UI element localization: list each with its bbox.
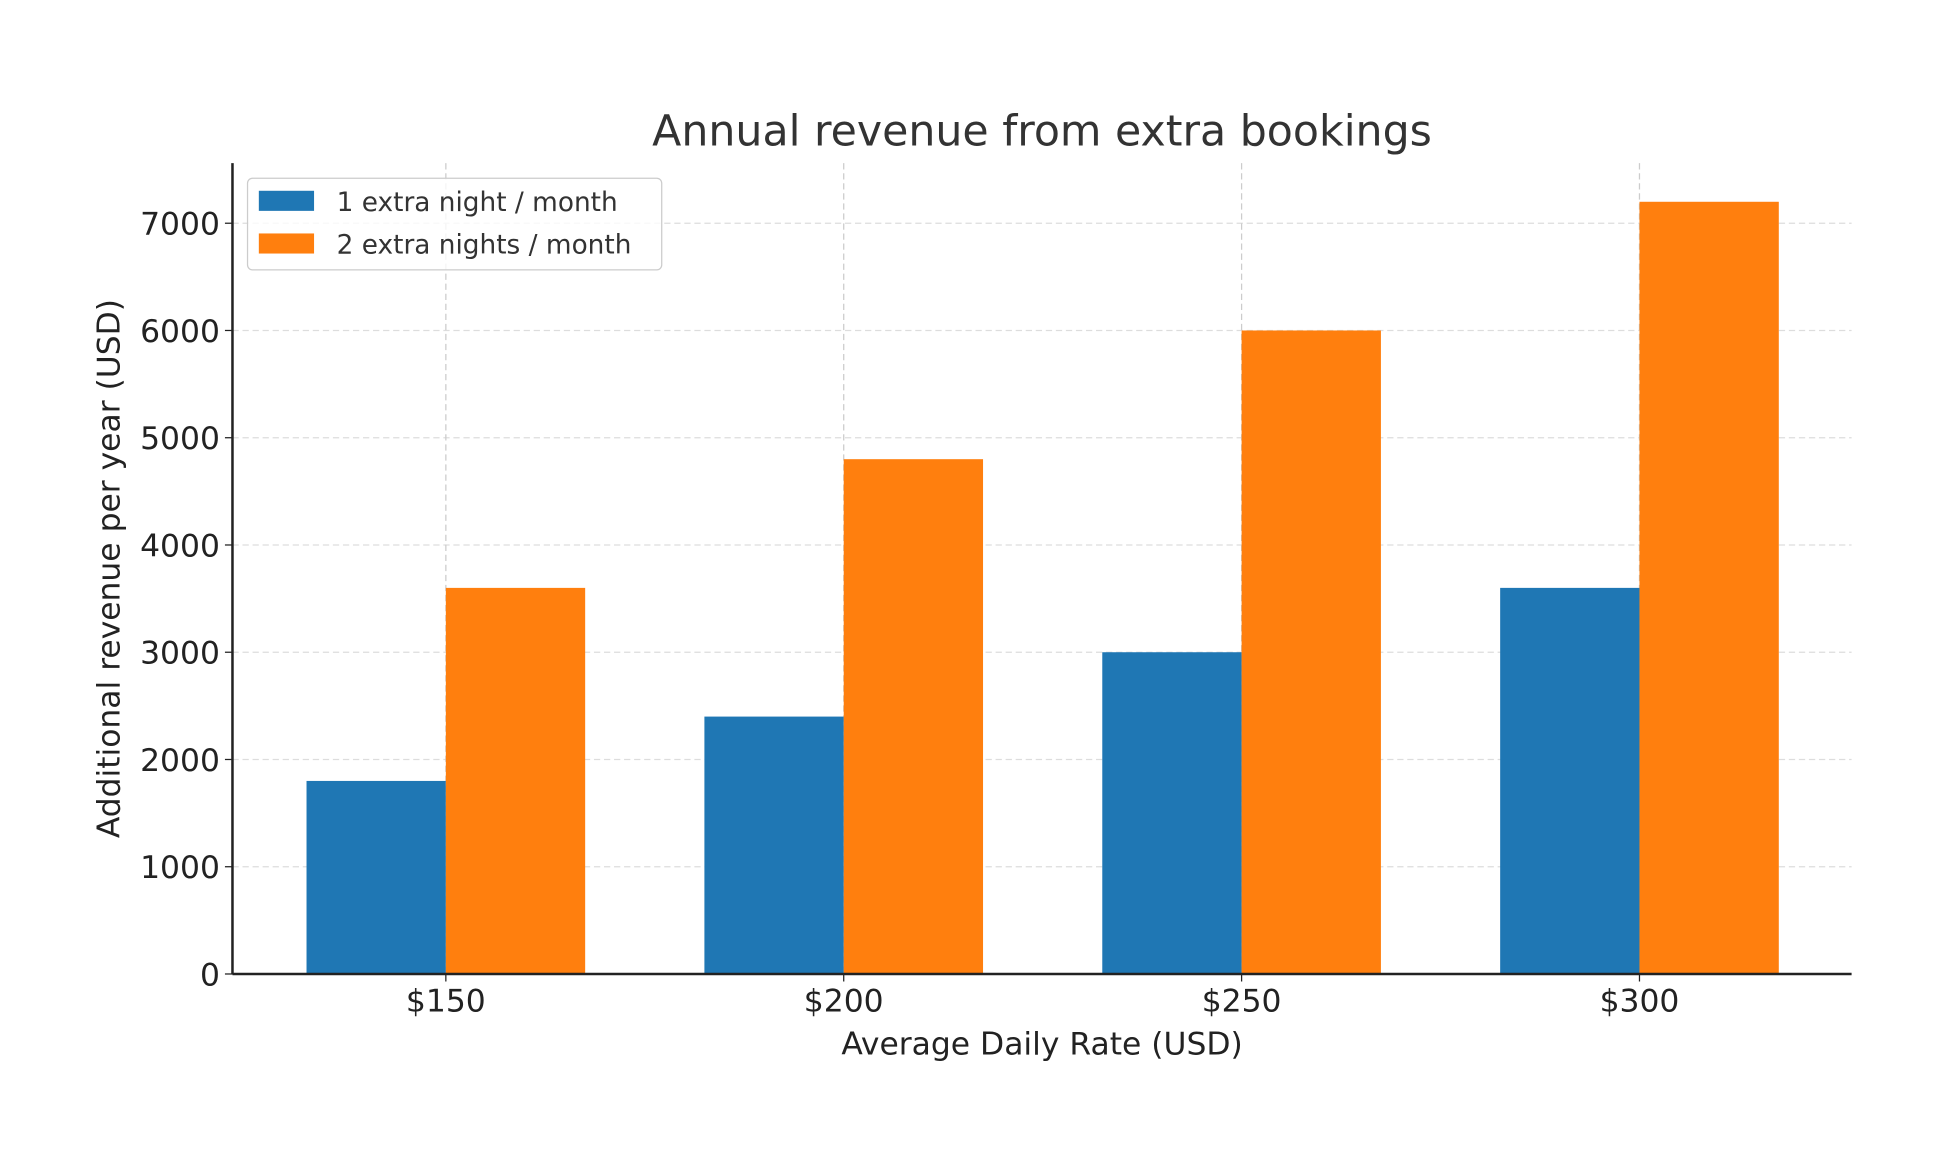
y-tick-label: 3000 [140, 636, 220, 672]
legend-label-1: 1 extra night / month [337, 188, 618, 218]
y-tick-label: 4000 [140, 528, 220, 564]
legend: 1 extra night / month 2 extra nights / m… [246, 177, 663, 271]
bar-1-$300 [1500, 587, 1640, 974]
x-tick-label: $250 [1202, 984, 1282, 1020]
bar-1-$200 [704, 716, 844, 974]
legend-label-2: 2 extra nights / month [337, 231, 632, 261]
y-tick-label: 6000 [140, 314, 220, 350]
bar-2-$300 [1639, 201, 1779, 974]
x-axis-label: Average Daily Rate (USD) [841, 1026, 1242, 1062]
y-axis-label: Additional revenue per year (USD) [92, 299, 128, 838]
y-tick-label: 0 [200, 957, 220, 993]
y-tick-label: 1000 [140, 850, 220, 886]
chart-title: Annual revenue from extra bookings [652, 107, 1432, 157]
y-tick-label: 2000 [140, 743, 220, 779]
legend-swatch-2 [258, 233, 315, 254]
x-tick-label: $300 [1600, 984, 1680, 1020]
bar-2-$200 [843, 459, 984, 974]
bar-1-$250 [1102, 652, 1242, 974]
legend-frame [246, 177, 663, 271]
x-tick-label: $150 [406, 984, 486, 1020]
legend-swatch-1 [258, 190, 315, 211]
bar-1-$150 [306, 780, 446, 974]
x-tick-label: $200 [804, 984, 884, 1020]
bar-2-$150 [445, 587, 586, 974]
y-tick-label: 5000 [140, 421, 220, 457]
bar-2-$250 [1241, 330, 1381, 974]
y-tick-label: 7000 [140, 207, 220, 243]
